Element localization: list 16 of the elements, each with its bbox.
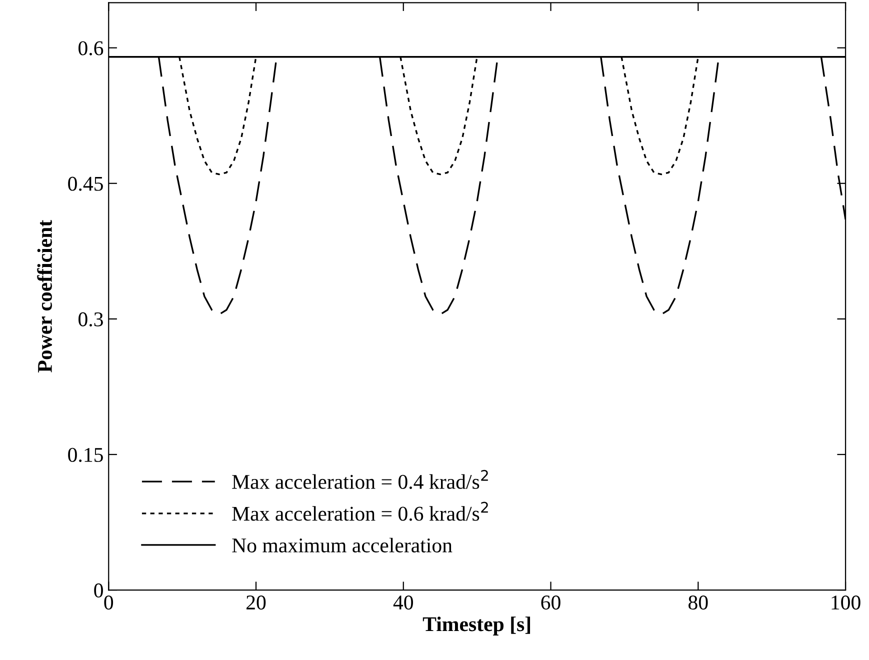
x-tick-label: 40	[393, 596, 414, 610]
y-axis-title: Power coefficient	[37, 220, 52, 372]
x-tick-label: 100	[832, 596, 860, 610]
x-tick-label: 0	[104, 596, 114, 610]
y-tick-label: 0.6	[78, 41, 104, 56]
x-tick-label: 60	[541, 596, 560, 610]
legend-label: Max acceleration = 0.4 krad/s$^{2}$	[232, 470, 488, 490]
y-tick-label: 0.45	[68, 176, 103, 191]
y-tick-label: 0.3	[78, 312, 103, 326]
x-tick-label: 80	[688, 596, 708, 610]
x-tick-label: 20	[246, 596, 266, 610]
legend-label: Max acceleration = 0.6 krad/s$^{2}$	[232, 502, 488, 521]
legend-label: No maximum acceleration	[232, 538, 452, 552]
y-tick-label: 0.15	[68, 448, 103, 462]
x-axis-title: Timestep [s]	[422, 616, 530, 636]
y-tick-label: 0	[94, 583, 103, 598]
